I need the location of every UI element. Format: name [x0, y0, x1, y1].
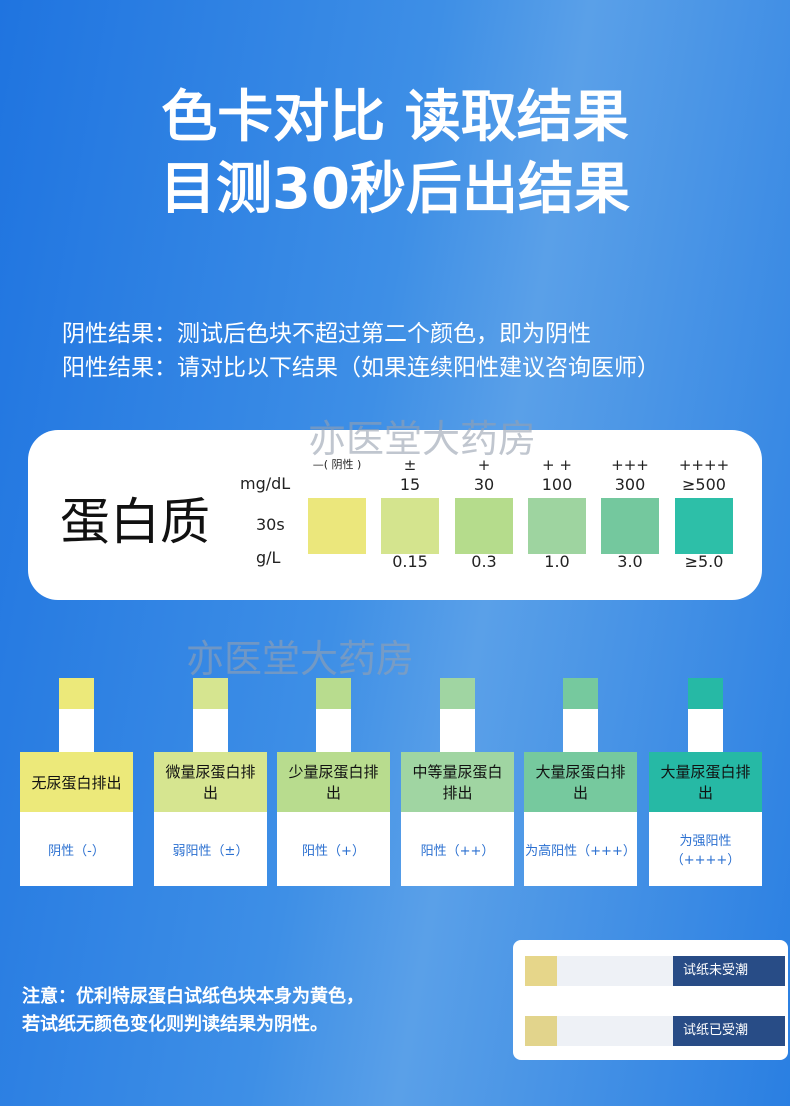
moisture-panel: 试纸未受潮 试纸已受潮 — [513, 940, 788, 1060]
level-symbol: + + — [542, 456, 572, 474]
swatch — [308, 498, 366, 554]
strip-pad — [563, 678, 598, 709]
mg-value: 15 — [399, 475, 421, 494]
intro-text: 阳性结果：请对比以下结果（如果连续阳性建议咨询医师） — [62, 355, 660, 381]
strip-stem — [563, 709, 598, 752]
card-title: 蛋白质 — [60, 493, 210, 551]
mg-value: 100 — [541, 475, 573, 494]
title: 目测30秒后出结果 — [160, 157, 630, 222]
strip-result: 为强阳性（++++） — [649, 812, 762, 886]
title: 色卡对比 读取结果 — [161, 85, 629, 150]
strip-result: 阳性（+） — [277, 812, 390, 886]
gl-value: 1.0 — [544, 552, 570, 571]
gl-value: 0.3 — [471, 552, 497, 571]
level-symbol: +++ — [611, 456, 649, 474]
swatch — [455, 498, 513, 554]
strip-result: 阴性（-） — [20, 812, 133, 886]
strip-stem — [316, 709, 351, 752]
time-label: 30s — [256, 515, 285, 534]
strip-label: 微量尿蛋白排出 — [154, 752, 267, 812]
gl-value: 3.0 — [617, 552, 643, 571]
swatch — [601, 498, 659, 554]
swatch — [381, 498, 439, 554]
watermark: 亦医堂大药房 — [308, 417, 537, 461]
strip-label: 中等量尿蛋白排出 — [401, 752, 514, 812]
moisture-label: 试纸已受潮 — [673, 1016, 785, 1046]
swatch — [675, 498, 733, 554]
mg-value: ≥500 — [682, 475, 726, 494]
moisture-label: 试纸未受潮 — [673, 956, 785, 986]
strip-stem — [193, 709, 228, 752]
strip-pad — [525, 1016, 557, 1046]
strip-pad — [316, 678, 351, 709]
strip-label: 少量尿蛋白排出 — [277, 752, 390, 812]
note-text: 若试纸无颜色变化则判读结果为阴性。 — [22, 1014, 328, 1035]
level-symbol: —( 阴性 ) — [312, 458, 362, 471]
mg-value: 300 — [614, 475, 646, 494]
gl-value: 0.15 — [392, 552, 428, 571]
level-symbol: + — [477, 456, 491, 474]
swatch — [528, 498, 586, 554]
mg-value: 30 — [473, 475, 495, 494]
watermark: 亦医堂大药房 — [186, 637, 415, 681]
color-card: 蛋白质 mg/dL 30s g/L —( 阴性 ) ±15 0.15 +30 0.3 + … — [28, 430, 762, 600]
strip-pad — [525, 956, 557, 986]
strip-label: 大量尿蛋白排出 — [649, 752, 762, 812]
strip-result: 阳性（++） — [401, 812, 514, 886]
strip-pad — [440, 678, 475, 709]
strip-stem — [59, 709, 94, 752]
unit-label: g/L — [256, 548, 281, 567]
strip-pad — [193, 678, 228, 709]
level-symbol: ± — [403, 456, 417, 474]
intro-text: 阴性结果：测试后色块不超过第二个颜色，即为阴性 — [62, 321, 591, 347]
strip-pad — [59, 678, 94, 709]
strip-stem — [440, 709, 475, 752]
note-text: 注意：优利特尿蛋白试纸色块本身为黄色， — [22, 986, 364, 1007]
strip-result: 弱阳性（±） — [154, 812, 267, 886]
strip-label: 无尿蛋白排出 — [20, 752, 133, 812]
strip-pad — [688, 678, 723, 709]
strip-stem — [688, 709, 723, 752]
strip-result: 为高阳性（+++） — [524, 812, 637, 886]
gl-value: ≥5.0 — [684, 552, 724, 571]
strip-label: 大量尿蛋白排出 — [524, 752, 637, 812]
unit-label: mg/dL — [240, 474, 291, 493]
level-symbol: ++++ — [678, 456, 730, 474]
